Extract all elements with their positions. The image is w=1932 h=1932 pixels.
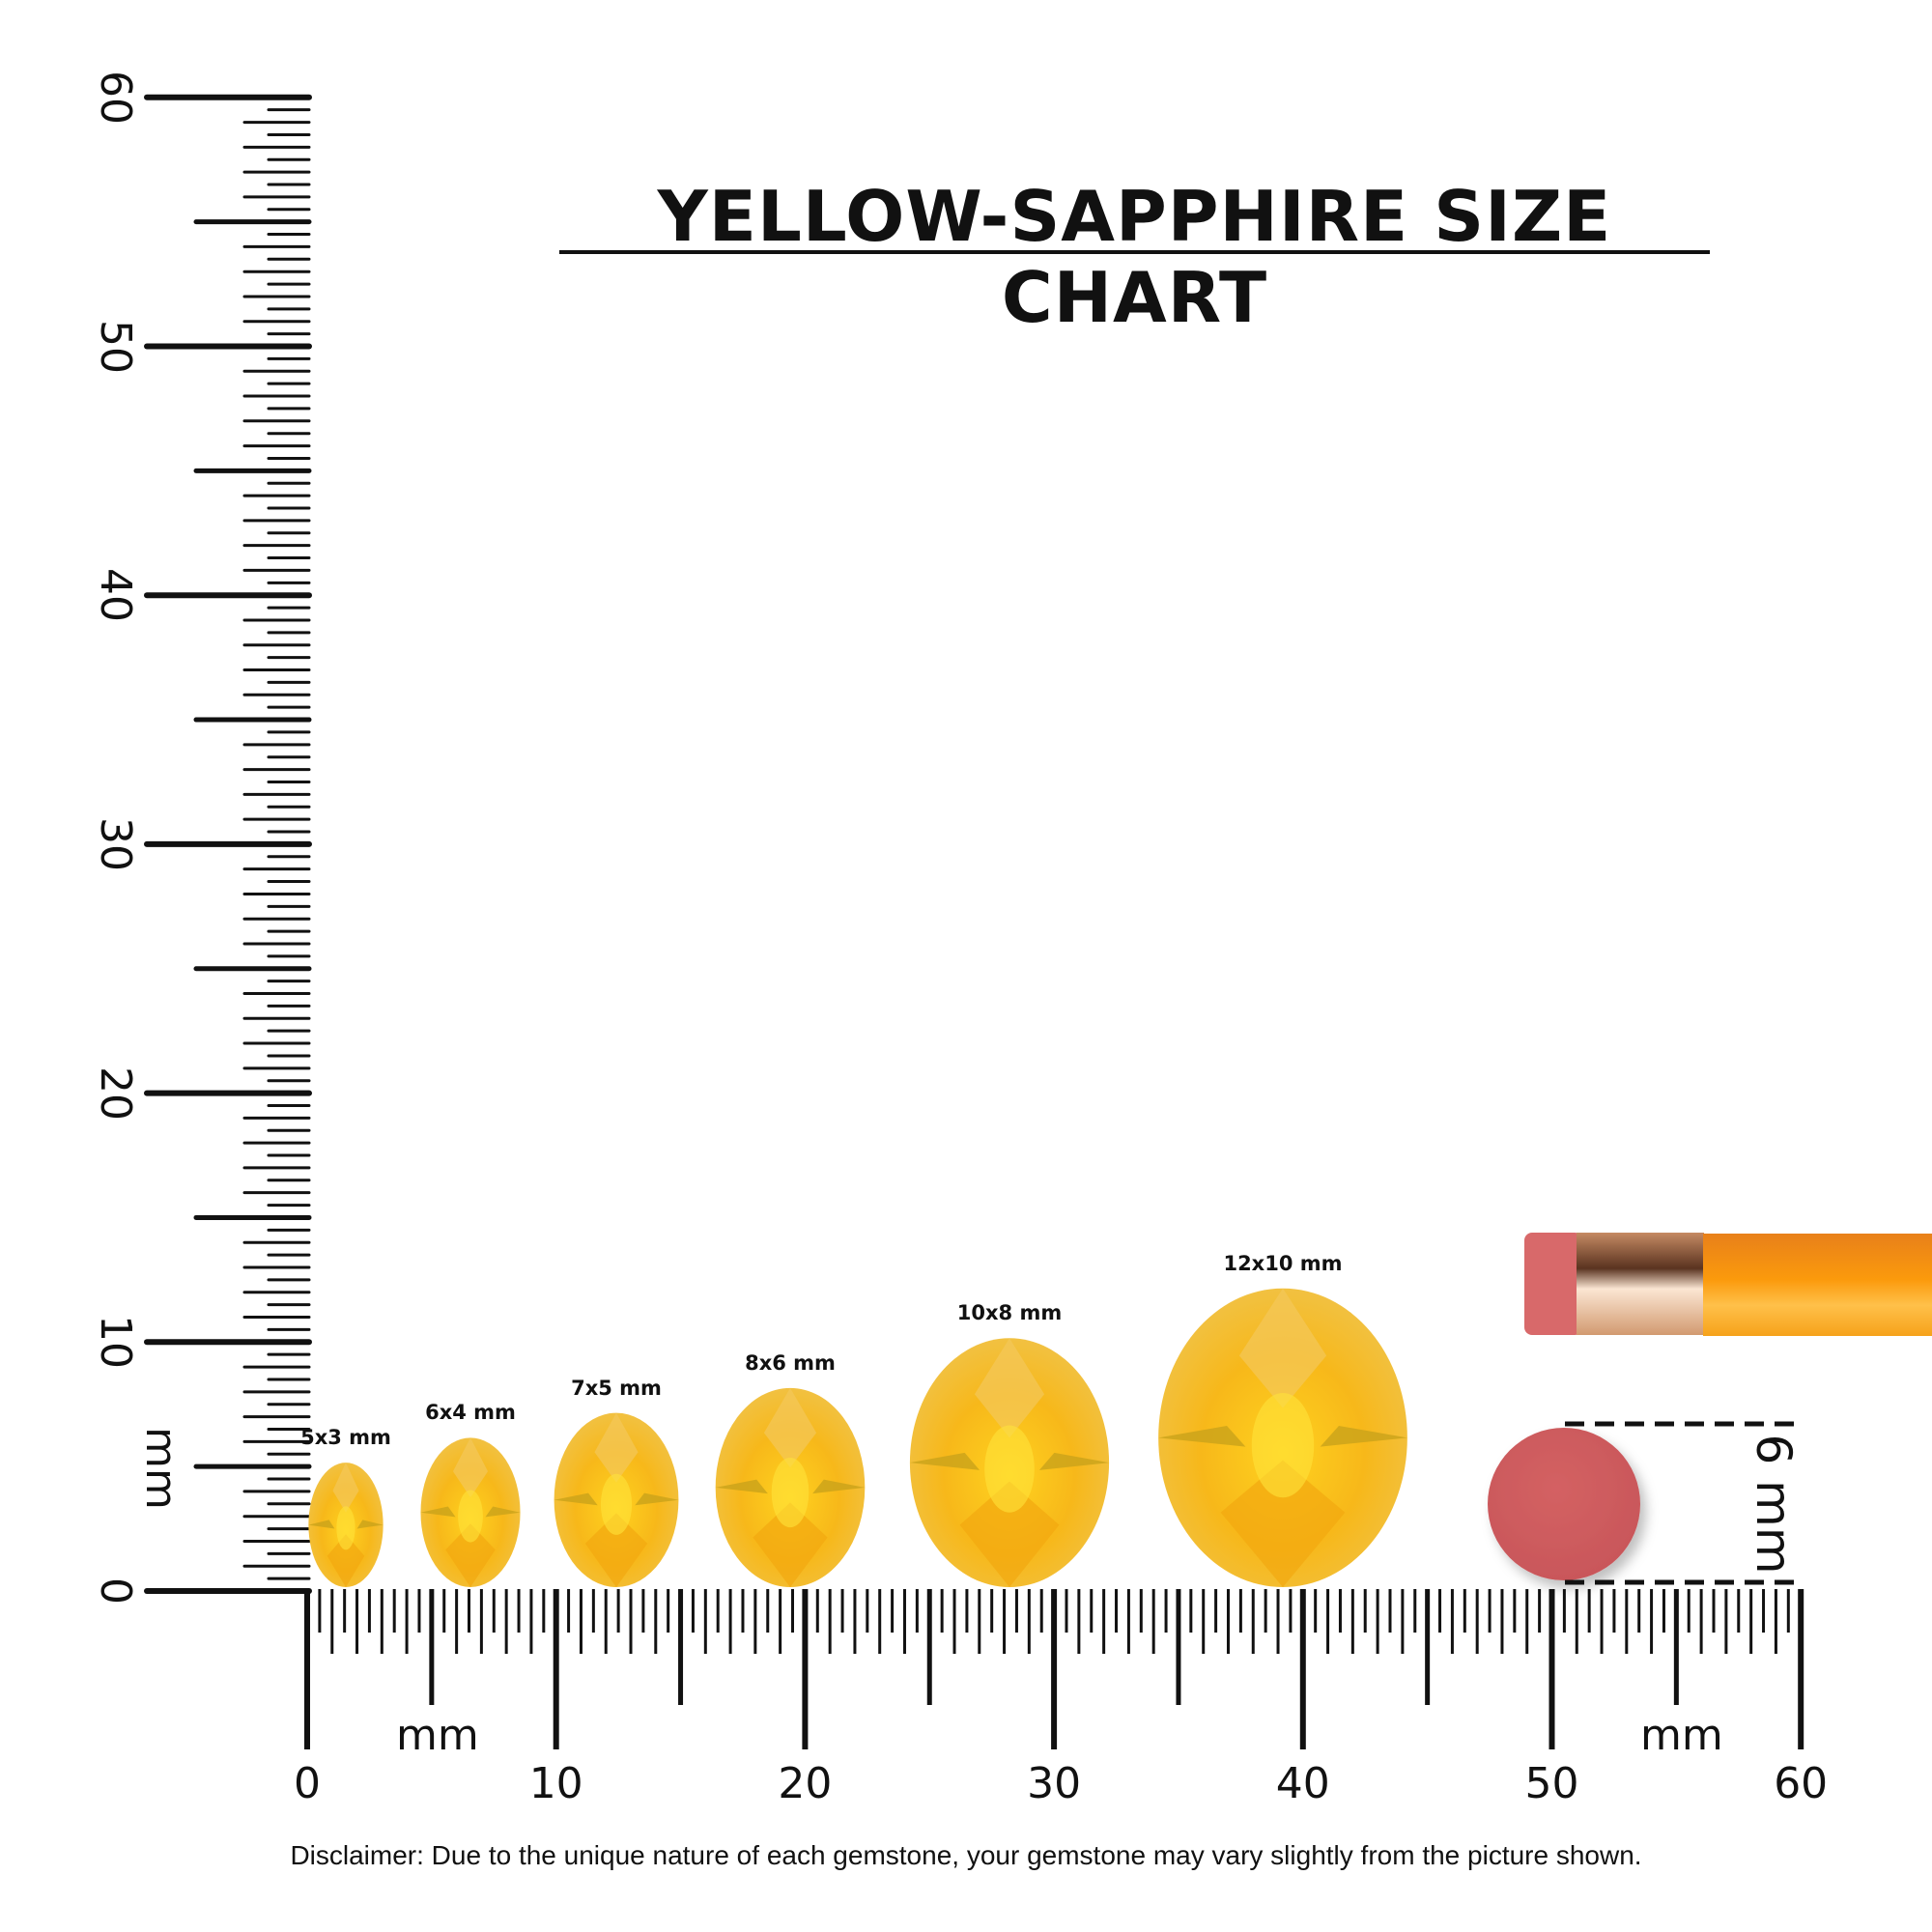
- horizontal-tick-label: 60: [1774, 1759, 1829, 1808]
- disclaimer: Disclaimer: Due to the unique nature of …: [290, 1840, 1642, 1870]
- vertical-tick-label: 10: [91, 1315, 140, 1370]
- gem-size-label: 10x8 mm: [956, 1301, 1063, 1325]
- gem-size-label: 12x10 mm: [1223, 1251, 1343, 1275]
- gem-size-label: 5x3 mm: [300, 1426, 391, 1450]
- vertical-unit-label: mm: [136, 1427, 185, 1510]
- eraser-reference-circle: [1488, 1428, 1640, 1580]
- horizontal-tick-label: 40: [1275, 1759, 1330, 1808]
- pencil-ferrule: [1577, 1233, 1704, 1335]
- gem-size-label: 7x5 mm: [571, 1376, 662, 1400]
- gem-oval: [1158, 1288, 1407, 1587]
- horizontal-unit-label: mm: [396, 1711, 479, 1760]
- gem-oval: [554, 1412, 679, 1588]
- pencil-body: [1703, 1234, 1932, 1336]
- vertical-tick-label: 0: [91, 1577, 140, 1605]
- page-title: YELLOW-SAPPHIRE SIZE CHART: [657, 176, 1612, 338]
- vertical-tick-label: 30: [91, 816, 140, 871]
- vertical-tick-label: 60: [91, 70, 140, 125]
- vertical-tick-label: 50: [91, 319, 140, 374]
- horizontal-ruler: [304, 1589, 1804, 1749]
- gem-oval: [715, 1387, 866, 1588]
- eraser-size-label: 6 mm: [1746, 1434, 1802, 1575]
- title-underline: [559, 250, 1710, 254]
- horizontal-tick-label: 20: [778, 1759, 833, 1808]
- pencil: [1524, 1233, 1932, 1336]
- vertical-tick-label: 20: [91, 1065, 140, 1121]
- gem-oval: [909, 1338, 1110, 1587]
- horizontal-tick-label: 30: [1027, 1759, 1082, 1808]
- horizontal-tick-label: 10: [528, 1759, 583, 1808]
- horizontal-tick-label: 0: [294, 1759, 321, 1808]
- horizontal-tick-label: 50: [1524, 1759, 1579, 1808]
- gem-row: [308, 1288, 1407, 1588]
- pencil-eraser: [1524, 1233, 1582, 1335]
- gem-size-label: 8x6 mm: [745, 1350, 836, 1375]
- vertical-tick-label: 40: [91, 568, 140, 623]
- gem-size-label: 6x4 mm: [425, 1401, 516, 1425]
- gem-oval: [308, 1463, 384, 1587]
- gem-oval: [420, 1437, 521, 1587]
- horizontal-unit-label-right: mm: [1640, 1711, 1723, 1760]
- vertical-ruler: [144, 94, 312, 1594]
